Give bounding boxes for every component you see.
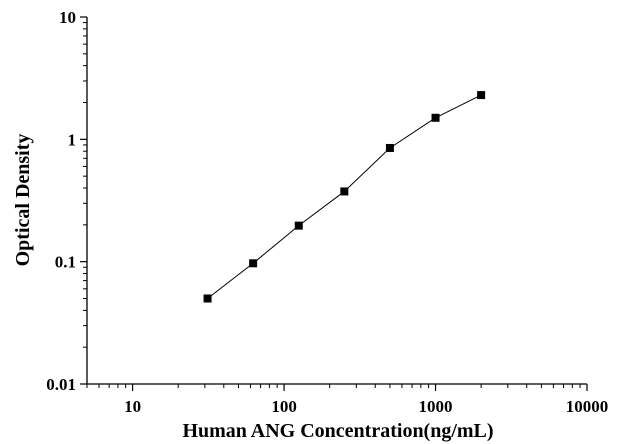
ticks: 10 100 1000 10000 0.01 0.1 1 10 <box>46 8 608 416</box>
data-series <box>203 91 486 303</box>
data-point <box>340 187 349 196</box>
x-tick-label: 1000 <box>419 397 453 416</box>
x-tick-label: 10000 <box>566 397 609 416</box>
data-point <box>477 91 486 100</box>
y-tick-label: 0.01 <box>46 375 76 394</box>
y-axis-title: Optical Density <box>12 134 34 267</box>
y-tick-label: 10 <box>59 8 76 27</box>
y-tick-label: 0.1 <box>55 253 76 272</box>
series-line <box>207 94 482 299</box>
x-tick-label: 10 <box>124 397 141 416</box>
data-point <box>294 221 303 230</box>
axes <box>86 17 587 385</box>
y-tick-label: 1 <box>68 130 77 149</box>
x-tick-label: 100 <box>271 397 297 416</box>
data-point <box>203 294 212 303</box>
x-axis-title: Human ANG Concentration(ng/mL) <box>182 420 493 442</box>
data-point <box>385 143 394 152</box>
data-point <box>249 259 258 268</box>
data-point <box>431 113 440 122</box>
